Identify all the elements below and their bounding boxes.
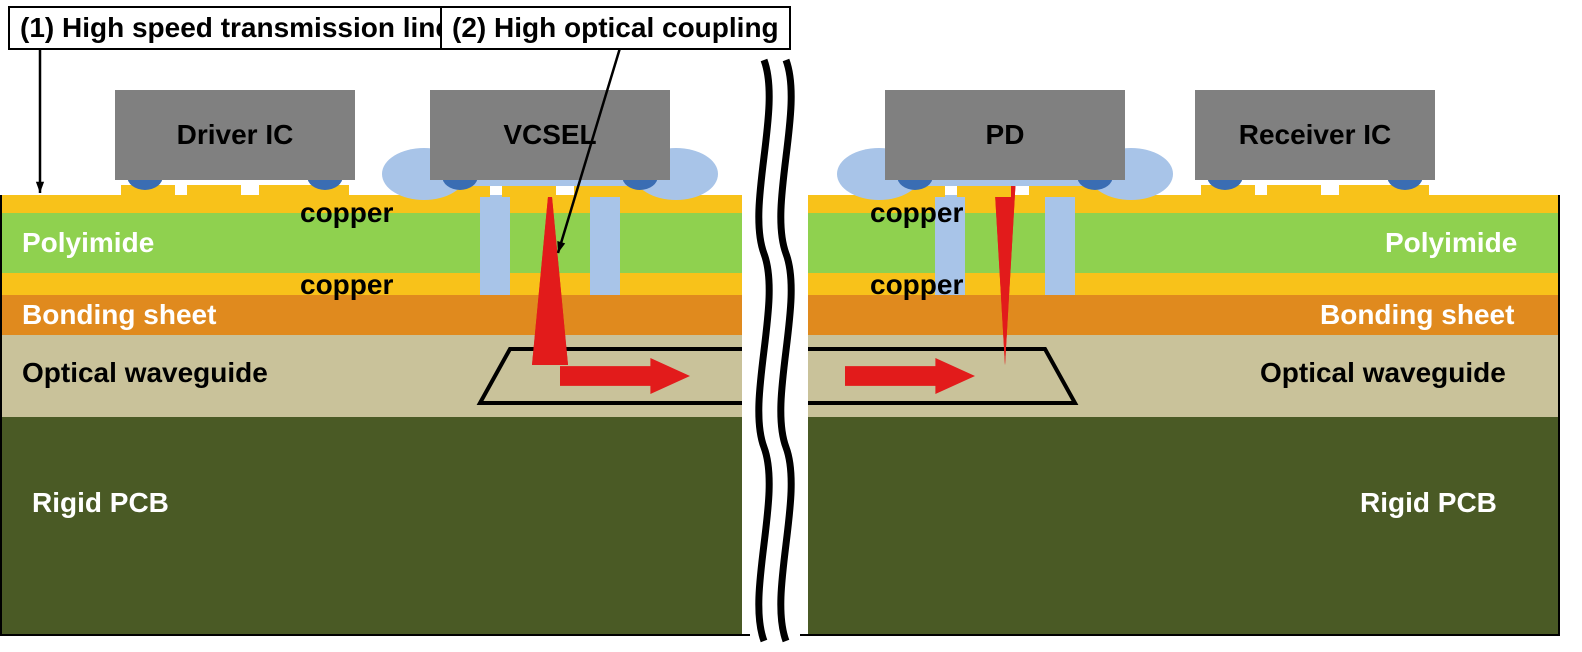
label-polyimide-left: Polyimide bbox=[22, 227, 154, 259]
label-rigid-left: Rigid PCB bbox=[32, 487, 169, 519]
label-rigid-right: Rigid PCB bbox=[1360, 487, 1497, 519]
chip-label-receiver: Receiver IC bbox=[1195, 119, 1435, 151]
label-copper-bot-right: copper bbox=[870, 269, 963, 301]
label-copper-top-right: copper bbox=[870, 197, 963, 229]
diagram-root: (1) High speed transmission line(2) High… bbox=[0, 0, 1582, 652]
callout-2: (2) High optical coupling bbox=[440, 6, 791, 50]
label-waveguide-left: Optical waveguide bbox=[22, 357, 268, 389]
chip-label-pd: PD bbox=[885, 119, 1125, 151]
label-bonding-left: Bonding sheet bbox=[22, 299, 216, 331]
chip-label-driver: Driver IC bbox=[115, 119, 355, 151]
label-polyimide-right: Polyimide bbox=[1385, 227, 1517, 259]
label-copper-top-left: copper bbox=[300, 197, 393, 229]
label-copper-bot-left: copper bbox=[300, 269, 393, 301]
label-waveguide-right: Optical waveguide bbox=[1260, 357, 1506, 389]
callout-1: (1) High speed transmission line bbox=[8, 6, 463, 50]
chip-label-vcsel: VCSEL bbox=[430, 119, 670, 151]
label-bonding-right: Bonding sheet bbox=[1320, 299, 1514, 331]
